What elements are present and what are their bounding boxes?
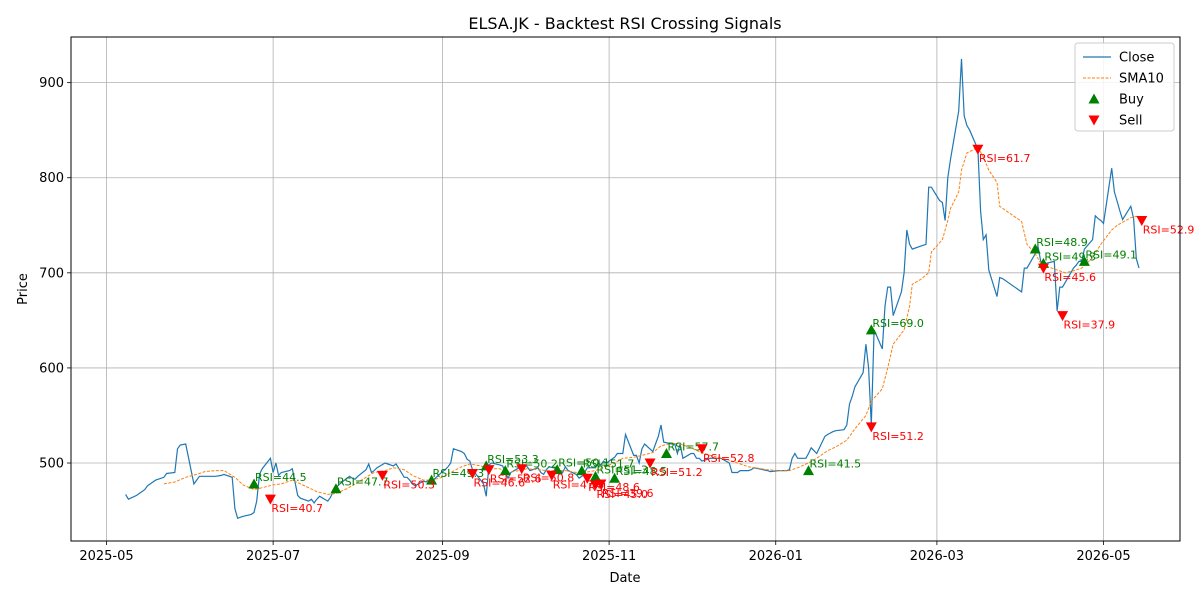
sell-marker bbox=[1057, 311, 1069, 322]
sell-annotation: RSI=51.2 bbox=[651, 466, 703, 479]
buy-annotation: RSI=44.5 bbox=[255, 471, 307, 484]
buy-annotation: RSI=41.5 bbox=[810, 458, 862, 471]
buy-marker bbox=[576, 465, 588, 476]
sell-annotation: RSI=39.6 bbox=[602, 487, 654, 500]
buy-annotation: RSI=69.0 bbox=[872, 317, 924, 330]
sell-annotation: RSI=45.6 bbox=[1044, 271, 1096, 284]
legend-label: Sell bbox=[1119, 114, 1142, 129]
buy-marker bbox=[499, 465, 511, 476]
series-line-sma10 bbox=[163, 146, 1140, 495]
axis-ticks: 2025-05 2025-07 2025-09 2025-11 2026-01 2026-… bbox=[39, 76, 1131, 564]
buy-marker bbox=[1078, 255, 1090, 266]
buy-marker bbox=[865, 324, 877, 335]
legend-label: Buy bbox=[1119, 93, 1144, 108]
sell-marker bbox=[467, 468, 479, 479]
grid bbox=[71, 37, 1180, 541]
sell-marker bbox=[696, 444, 708, 455]
x-tick-label: 2026-05 bbox=[1076, 549, 1130, 564]
series-line-close bbox=[125, 58, 1140, 519]
buy-annotation: RSI=48.5 bbox=[616, 465, 668, 478]
sell-marker bbox=[483, 465, 495, 476]
legend-box bbox=[1074, 42, 1175, 132]
y-tick-label: 800 bbox=[39, 171, 64, 186]
x-tick-label: 2025-09 bbox=[415, 549, 469, 564]
sell-marker bbox=[516, 464, 528, 475]
sell-annotation: RSI=37.9 bbox=[1064, 319, 1116, 332]
buy-marker bbox=[660, 448, 672, 459]
y-tick-label: 500 bbox=[39, 457, 64, 472]
legend-label: SMA10 bbox=[1119, 72, 1164, 87]
x-tick-label: 2025-05 bbox=[79, 549, 133, 564]
buy-annotation: RSI=57.7 bbox=[667, 441, 719, 454]
chart-title: ELSA.JK - Backtest RSI Crossing Signals bbox=[468, 14, 781, 33]
buy-marker bbox=[426, 474, 438, 485]
x-tick-label: 2025-11 bbox=[582, 549, 636, 564]
signal-markers: RSI=44.5 RSI=47.7RSI=49.3RSI=53.3RSI=50.2… bbox=[248, 144, 1195, 515]
buy-annotation: RSI=51.3 bbox=[596, 463, 648, 476]
sell-marker bbox=[1037, 263, 1049, 274]
series-group bbox=[125, 58, 1140, 519]
sell-marker bbox=[264, 494, 276, 505]
sell-annotation: RSI=46.6 bbox=[474, 476, 526, 489]
sell-annotation: RSI=50.3 bbox=[383, 478, 435, 491]
buy-marker bbox=[248, 478, 260, 489]
buy-annotation: RSI=50.1 bbox=[558, 457, 610, 470]
buy-marker bbox=[803, 465, 815, 476]
x-tick-label: 2026-01 bbox=[749, 549, 803, 564]
buy-annotation: RSI=48.9 bbox=[1036, 236, 1088, 249]
buy-annotation: RSI=53.3 bbox=[487, 453, 539, 466]
sell-annotation: RSI=50.8 bbox=[523, 472, 575, 485]
buy-marker bbox=[330, 483, 342, 494]
sell-marker bbox=[644, 458, 656, 469]
buy-annotation: RSI=51.7 bbox=[583, 458, 635, 471]
sell-annotation: RSI=51.2 bbox=[872, 430, 924, 443]
sell-annotation: RSI=40.7 bbox=[271, 502, 323, 515]
buy-marker bbox=[609, 472, 621, 483]
y-tick-label: 900 bbox=[39, 76, 64, 91]
buy-marker bbox=[1029, 243, 1041, 254]
sell-marker bbox=[376, 470, 388, 481]
buy-marker bbox=[589, 470, 601, 481]
sell-marker bbox=[546, 470, 558, 481]
legend: Close SMA10 Buy Sell bbox=[1074, 42, 1175, 132]
sell-marker bbox=[581, 473, 593, 484]
legend-label: Close bbox=[1119, 51, 1154, 66]
sell-marker bbox=[1136, 216, 1148, 227]
x-tick-label: 2025-07 bbox=[246, 549, 300, 564]
sell-marker bbox=[972, 144, 984, 155]
sell-marker bbox=[595, 479, 607, 490]
legend-swatch-sell bbox=[1088, 115, 1100, 126]
sell-annotation: RSI=52.6 bbox=[490, 473, 542, 486]
legend-swatch-buy bbox=[1088, 93, 1100, 104]
sell-annotation: RSI=61.7 bbox=[979, 152, 1031, 165]
buy-annotation: RSI=50.2 bbox=[506, 458, 558, 471]
y-tick-label: 700 bbox=[39, 266, 64, 281]
y-tick-label: 600 bbox=[39, 361, 64, 376]
sell-annotation: RSI=45.0 bbox=[596, 488, 648, 501]
sell-annotation: RSI=52.9 bbox=[1143, 224, 1195, 237]
buy-annotation: RSI=47.7 bbox=[337, 476, 389, 489]
sell-marker bbox=[865, 422, 877, 433]
x-tick-label: 2026-03 bbox=[910, 549, 964, 564]
x-axis-title: Date bbox=[609, 571, 640, 586]
sell-annotation: RSI=52.8 bbox=[703, 452, 755, 465]
plot-frame bbox=[70, 36, 1181, 542]
buy-annotation: RSI=49.1 bbox=[1085, 248, 1137, 261]
y-axis-title: Price bbox=[16, 273, 31, 305]
